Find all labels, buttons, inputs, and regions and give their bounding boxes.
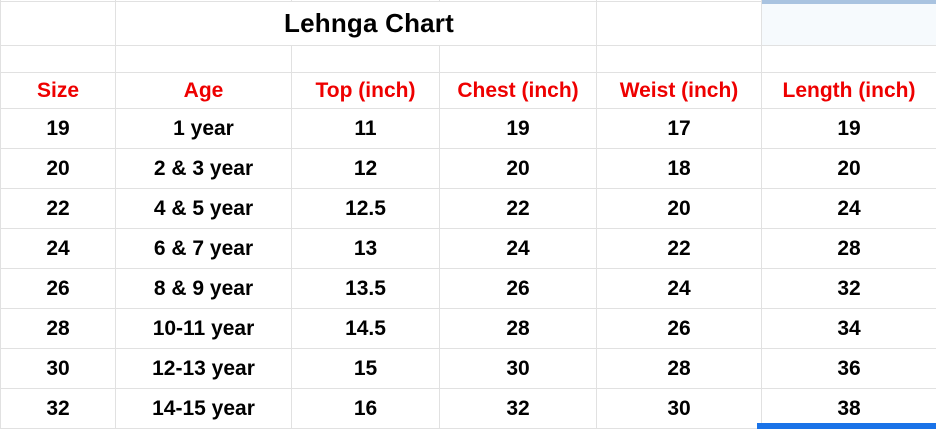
cell-size[interactable]: 22 — [0, 189, 116, 229]
cell[interactable] — [597, 0, 762, 2]
cell-size[interactable]: 26 — [0, 269, 116, 309]
cell-age[interactable]: 6 & 7 year — [116, 229, 292, 269]
cell[interactable] — [0, 2, 116, 46]
cell-age[interactable]: 10-11 year — [116, 309, 292, 349]
cell[interactable] — [0, 46, 116, 73]
cell-top[interactable]: 13.5 — [292, 269, 440, 309]
cell-size[interactable]: 24 — [0, 229, 116, 269]
cell-chest[interactable]: 28 — [440, 309, 597, 349]
cell-length[interactable]: 34 — [762, 309, 936, 349]
cell[interactable] — [597, 2, 762, 46]
sheet-title: Lehnga Chart — [284, 8, 454, 38]
cell-chest[interactable]: 20 — [440, 149, 597, 189]
cell-top[interactable]: 11 — [292, 109, 440, 149]
cell[interactable] — [0, 0, 116, 2]
cell-chest[interactable]: 30 — [440, 349, 597, 389]
cell[interactable] — [292, 0, 440, 2]
cell-chest[interactable]: 22 — [440, 189, 597, 229]
cell-chest[interactable]: 19 — [440, 109, 597, 149]
cell[interactable] — [762, 2, 936, 46]
cell-size[interactable]: 32 — [0, 389, 116, 429]
cell[interactable] — [292, 46, 440, 73]
cell-weist[interactable]: 24 — [597, 269, 762, 309]
cell-chest[interactable]: 26 — [440, 269, 597, 309]
cell-age[interactable]: 1 year — [116, 109, 292, 149]
cell-weist[interactable]: 20 — [597, 189, 762, 229]
cell-length[interactable]: 28 — [762, 229, 936, 269]
cell-age[interactable]: 2 & 3 year — [116, 149, 292, 189]
cell[interactable] — [762, 46, 936, 73]
cell-age[interactable]: 12-13 year — [116, 349, 292, 389]
cell-size[interactable]: 28 — [0, 309, 116, 349]
cell-weist[interactable]: 28 — [597, 349, 762, 389]
cell-length[interactable]: 20 — [762, 149, 936, 189]
cell-top[interactable]: 16 — [292, 389, 440, 429]
cell-length[interactable]: 24 — [762, 189, 936, 229]
cell-chest[interactable]: 24 — [440, 229, 597, 269]
cell-size[interactable]: 19 — [0, 109, 116, 149]
cell-age[interactable]: 8 & 9 year — [116, 269, 292, 309]
cell-length[interactable]: 19 — [762, 109, 936, 149]
cell-size[interactable]: 30 — [0, 349, 116, 389]
cell-top[interactable]: 12 — [292, 149, 440, 189]
cell-size[interactable]: 20 — [0, 149, 116, 189]
cell[interactable] — [440, 46, 597, 73]
cell[interactable] — [116, 0, 292, 2]
cell-weist[interactable]: 18 — [597, 149, 762, 189]
selection-highlight-bottom — [757, 423, 936, 429]
cell-weist[interactable]: 26 — [597, 309, 762, 349]
column-header-weist[interactable]: Weist (inch) — [597, 73, 762, 109]
cell-weist[interactable]: 30 — [597, 389, 762, 429]
column-header-top[interactable]: Top (inch) — [292, 73, 440, 109]
cell-top[interactable]: 14.5 — [292, 309, 440, 349]
column-header-size[interactable]: Size — [0, 73, 116, 109]
cell-age[interactable]: 4 & 5 year — [116, 189, 292, 229]
cell-length[interactable]: 36 — [762, 349, 936, 389]
column-header-length[interactable]: Length (inch) — [762, 73, 936, 109]
cell-top[interactable]: 13 — [292, 229, 440, 269]
cell[interactable] — [440, 0, 597, 2]
cell-chest[interactable]: 32 — [440, 389, 597, 429]
column-header-age[interactable]: Age — [116, 73, 292, 109]
cell-weist[interactable]: 22 — [597, 229, 762, 269]
column-header-chest[interactable]: Chest (inch) — [440, 73, 597, 109]
cell-top[interactable]: 15 — [292, 349, 440, 389]
cell-length[interactable]: 32 — [762, 269, 936, 309]
cell-age[interactable]: 14-15 year — [116, 389, 292, 429]
cell[interactable] — [597, 46, 762, 73]
cell-weist[interactable]: 17 — [597, 109, 762, 149]
sheet-title-cell[interactable]: Lehnga Chart — [116, 2, 597, 46]
cell-top[interactable]: 12.5 — [292, 189, 440, 229]
selection-highlight-top — [762, 0, 936, 4]
cell[interactable] — [116, 46, 292, 73]
